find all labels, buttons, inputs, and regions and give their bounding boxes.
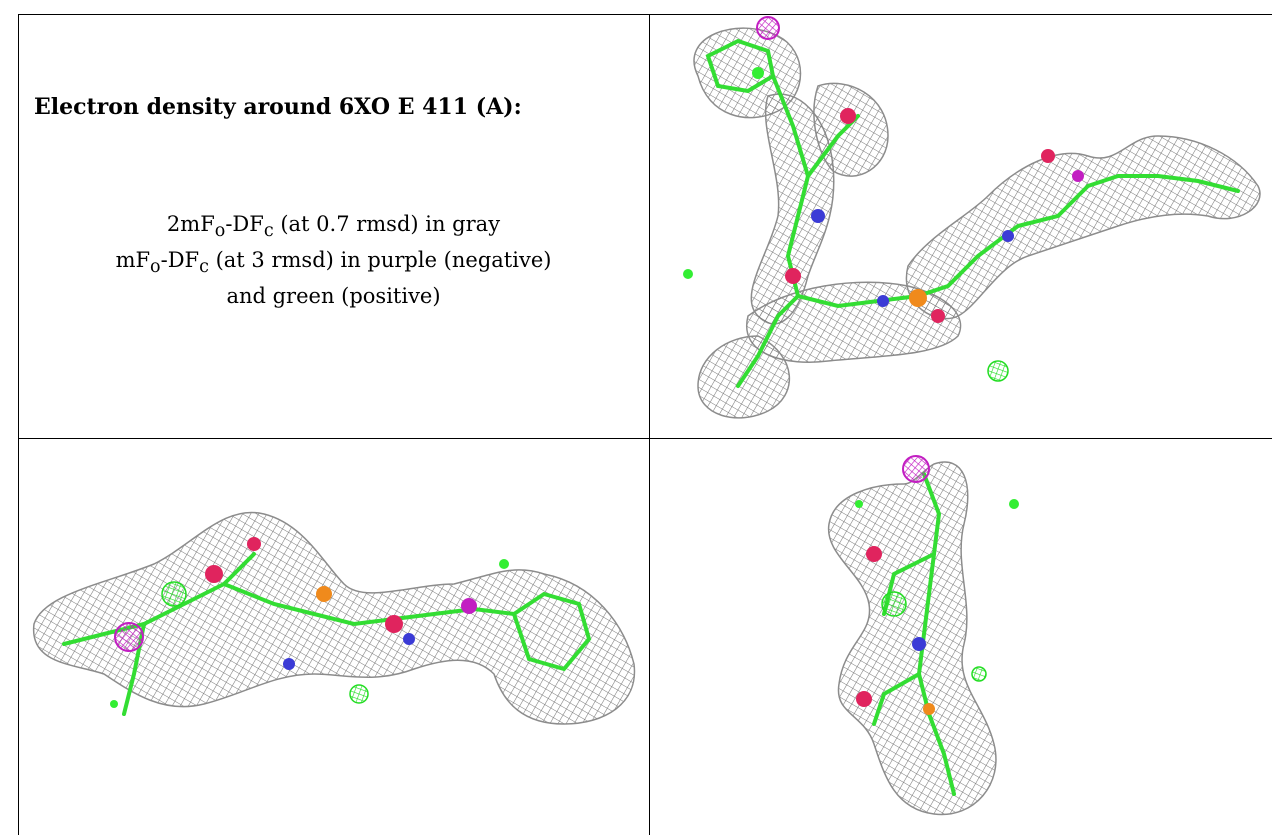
caption-line2-part-b: -DF [160,248,200,273]
figure-table: Electron density around 6XO E 411 (A): 2… [18,14,1272,835]
caption-line1-part-c: (at 0.7 rmsd) in gray [273,212,501,236]
caption-line-green: and green (positive) [226,284,441,309]
table-middle-divider [649,14,650,835]
density-mesh-gray [827,461,997,816]
caption-title: Electron density around 6XO E 411 (A): [34,94,522,120]
caption-line1-sub-b: c [263,221,274,242]
caption-line1-part-a: 2mF [166,212,215,236]
atom-markers [683,16,1084,382]
caption-cell: Electron density around 6XO E 411 (A): 2… [18,14,649,438]
view-top-right [683,16,1261,419]
caption-line2-sub-a: o [150,257,161,278]
table-left-border [18,14,19,835]
view-bottom-left [33,511,636,725]
atom-markers [110,537,509,708]
caption-line-gray: 2mFo-DFc (at 0.7 rmsd) in gray [18,210,649,246]
caption-line-purple: mFo-DFc (at 3 rmsd) in purple (negative) [18,246,649,282]
caption-line2-part-a: mF [115,248,151,273]
caption-line2-sub-b: c [199,257,209,278]
atom-markers [855,455,1019,715]
view-bottom-right [827,455,1019,816]
table-row-divider [18,438,1272,439]
caption-line1-sub-a: o [214,221,226,242]
caption-body: 2mFo-DFc (at 0.7 rmsd) in gray mFo-DFc (… [18,210,649,311]
table-top-border [18,14,1272,15]
caption-line1-part-b: -DF [225,212,264,236]
caption-line2-part-c: (at 3 rmsd) in purple (negative) [208,248,552,273]
